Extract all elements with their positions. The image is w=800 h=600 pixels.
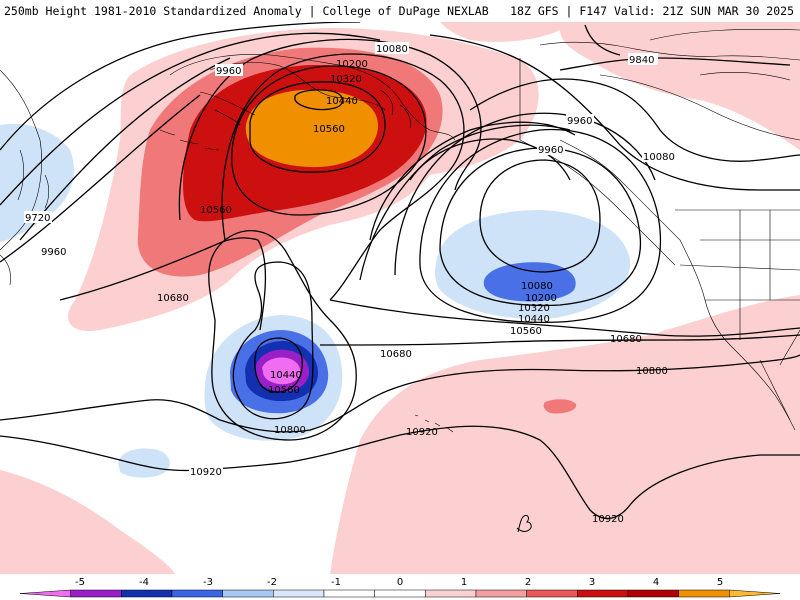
coastlines	[0, 29, 800, 433]
colorbar-labels: -5 -4 -3 -2 -1 0 1 2 3 4 5	[75, 577, 723, 588]
colorbar-tick-label: 0	[397, 577, 403, 588]
colorbar-tick-label: -4	[139, 577, 149, 588]
colorbar-segment	[425, 589, 477, 598]
contour-label: 9960	[216, 66, 241, 77]
colorbar-segment	[577, 589, 629, 598]
anomaly-map: 10080 9960 10200 10320 10440 10560 10560…	[0, 22, 800, 574]
colorbar: -5 -4 -3 -2 -1 0 1 2 3 4 5	[0, 574, 800, 600]
contour-label: 9960	[567, 116, 592, 127]
contour-label: 10920	[592, 514, 624, 525]
contour-label: 10440	[326, 96, 358, 107]
contour-label: 10680	[610, 334, 642, 345]
colorbar-tick-label: -2	[267, 577, 277, 588]
contour-label: 10920	[406, 427, 438, 438]
colorbar-tick-label: 1	[461, 577, 467, 588]
contour-label: 10680	[380, 349, 412, 360]
contour-label: 10800	[274, 425, 306, 436]
contour-label: 10440	[270, 370, 302, 381]
colorbar-segment	[374, 589, 426, 598]
colorbar-segment	[222, 589, 274, 598]
negative-anomaly-region	[262, 357, 301, 385]
colorbar-segment	[171, 589, 223, 598]
contour-label: 10560	[200, 205, 232, 216]
colorbar-tick-label: 2	[525, 577, 531, 588]
contour-label: 10200	[336, 59, 368, 70]
negative-anomaly-region	[483, 262, 576, 302]
contour-label: 10920	[190, 467, 222, 478]
contour-label: 10560	[510, 326, 542, 337]
model-run-info: 18Z GFS | F147 Valid: 21Z SUN MAR 30 202…	[510, 4, 794, 18]
contour-label: 9720	[25, 213, 50, 224]
colorbar-segment	[627, 589, 679, 598]
map-header: 250mb Height 1981-2010 Standardized Anom…	[0, 0, 800, 22]
colorbar-segments	[19, 589, 781, 598]
contour-label: 9960	[41, 247, 66, 258]
colorbar-tick-label: 5	[717, 577, 723, 588]
map-title: 250mb Height 1981-2010 Standardized Anom…	[4, 4, 489, 18]
positive-anomaly-region	[440, 22, 800, 150]
colorbar-segment	[121, 589, 173, 598]
contour-label: 10680	[157, 293, 189, 304]
contour-label: 10800	[636, 366, 668, 377]
colorbar-segment	[526, 589, 578, 598]
colorbar-tick-label: -1	[331, 577, 341, 588]
contour-label: 10560	[313, 124, 345, 135]
contour-label: 10080	[521, 281, 553, 292]
contour-label: 10200	[525, 293, 557, 304]
colorbar-tick-label: 3	[589, 577, 595, 588]
colorbar-segment	[70, 589, 122, 598]
colorbar-tick-label: -3	[203, 577, 213, 588]
contour-label: 10320	[518, 303, 550, 314]
colorbar-segment	[323, 589, 375, 598]
anomaly-shading	[0, 22, 800, 574]
colorbar-segment	[729, 589, 781, 598]
positive-anomaly-region	[0, 470, 175, 574]
colorbar-tick-label: -5	[75, 577, 85, 588]
positive-anomaly-region	[330, 295, 800, 574]
contour-labels: 10080 9960 10200 10320 10440 10560 10560…	[24, 42, 676, 525]
negative-anomaly-region	[0, 123, 74, 242]
positive-anomaly-region	[543, 399, 577, 414]
positive-anomaly-region	[245, 89, 378, 168]
colorbar-tick-label: 4	[653, 577, 659, 588]
contour-label: 10440	[518, 314, 550, 325]
height-contours	[0, 22, 800, 520]
contour-label: 9960	[538, 145, 563, 156]
contour-label: 10320	[330, 74, 362, 85]
contour-label: 10080	[376, 44, 408, 55]
colorbar-segment	[273, 589, 325, 598]
contour-label: 9840	[629, 55, 654, 66]
negative-anomaly-region	[118, 448, 170, 478]
colorbar-segment	[678, 589, 730, 598]
colorbar-segment	[475, 589, 527, 598]
contour-label: 10080	[643, 152, 675, 163]
script-b-logo-icon	[516, 515, 532, 533]
contour-label: 10560	[268, 385, 300, 396]
